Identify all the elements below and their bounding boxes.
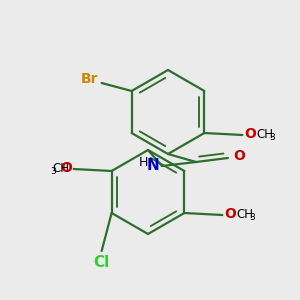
Text: O: O bbox=[233, 149, 245, 163]
Text: Br: Br bbox=[81, 72, 99, 86]
Text: CH: CH bbox=[256, 128, 273, 140]
Text: O: O bbox=[224, 207, 236, 221]
Text: N: N bbox=[146, 158, 159, 172]
Text: 3: 3 bbox=[249, 212, 255, 221]
Text: O: O bbox=[60, 161, 72, 175]
Text: CH: CH bbox=[236, 208, 254, 220]
Text: 3: 3 bbox=[269, 133, 275, 142]
Text: H: H bbox=[139, 157, 148, 169]
Text: Cl: Cl bbox=[94, 255, 110, 270]
Text: 3: 3 bbox=[50, 167, 56, 176]
Text: O: O bbox=[244, 127, 256, 141]
Text: CH: CH bbox=[52, 161, 70, 175]
